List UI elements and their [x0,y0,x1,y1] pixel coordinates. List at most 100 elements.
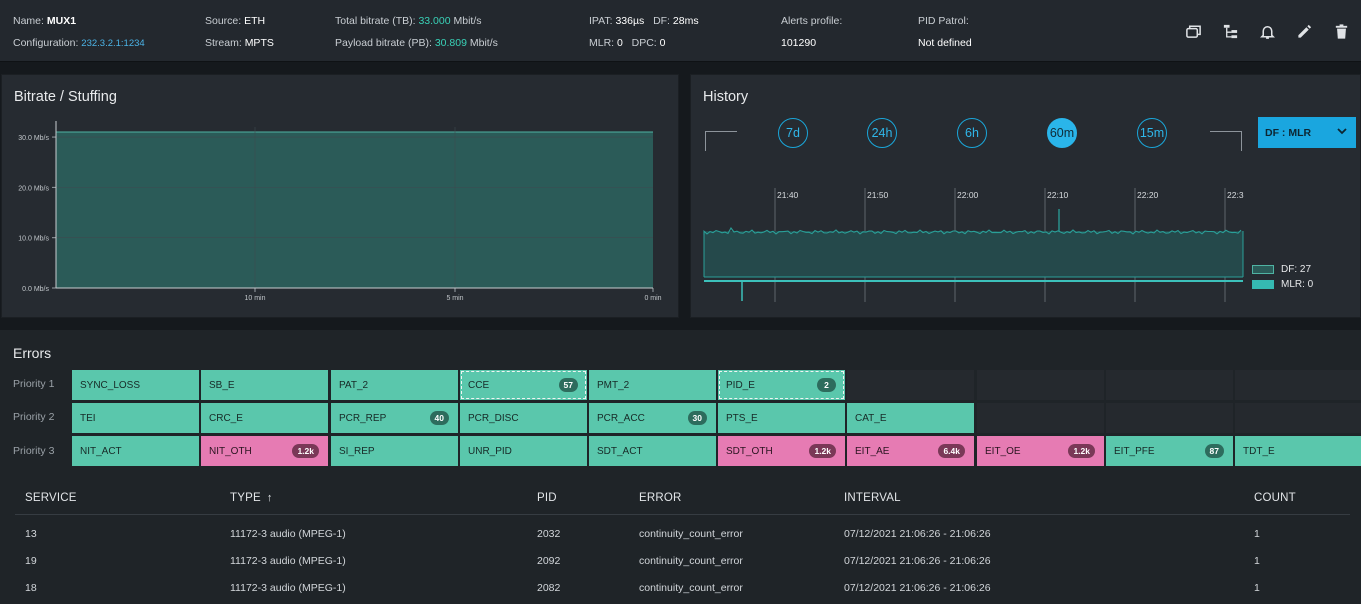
stream-label: Stream: [205,37,242,49]
error-tile-eit-oe[interactable]: EIT_OE 1.2k [977,436,1104,466]
error-tile-tei[interactable]: TEI [72,403,199,433]
error-tile-sdt-oth[interactable]: SDT_OTH 1.2k [718,436,845,466]
bitrate-area [56,132,653,288]
error-tile-nit-oth[interactable]: NIT_OTH 1.2k [201,436,328,466]
col-type[interactable]: TYPE ↑ [230,492,273,504]
col-count[interactable]: COUNT [1254,492,1296,504]
time-tick-label: 22:00 [957,190,979,200]
col-type-label: TYPE [230,492,261,504]
error-count-badge: 2 [817,378,836,392]
source-field: Source: ETH [205,15,265,27]
error-tile-label: PAT_2 [339,380,368,391]
cell-count: 1 [1254,528,1260,540]
error-tile-label: TDT_E [1243,446,1275,457]
error-tile-label: NIT_ACT [80,446,122,457]
col-interval[interactable]: INTERVAL [844,492,901,504]
error-tile-sdt-act[interactable]: SDT_ACT [589,436,716,466]
error-tile-cce[interactable]: CCE 57 [460,370,587,400]
error-count-badge: 1.2k [292,444,319,458]
error-tile-label: PCR_REP [339,413,386,424]
source-label: Source: [205,15,241,27]
col-error[interactable]: ERROR [639,492,682,504]
cell-service: 13 [25,528,37,540]
time-tick-label: 22:3 [1227,190,1244,200]
history-panel: History 7d 24h 6h 60m 15m DF : MLR 21:40 21:5… [690,74,1361,318]
time-tick-label: 22:10 [1047,190,1069,200]
stream-header: Name: MUX1 Configuration: 232.3.2.1:1234… [0,0,1361,62]
name-label: Name: [13,15,44,27]
error-tile-cat-e[interactable]: CAT_E [847,403,974,433]
cell-interval: 07/12/2021 21:06:26 - 21:06:26 [844,528,991,540]
bitrate-chart: 30.0 Mb/s20.0 Mb/s10.0 Mb/s0.0 Mb/s10 mi… [2,75,680,319]
error-count-badge: 1.2k [809,444,836,458]
y-tick-label: 0.0 Mb/s [22,286,49,293]
name-field: Name: MUX1 [13,15,76,27]
error-tile-label: PCR_DISC [468,413,519,424]
df-area [704,231,1243,277]
error-tile-pts-e[interactable]: PTS_E [718,403,845,433]
cell-interval: 07/12/2021 21:06:26 - 21:06:26 [844,555,991,567]
ipat-df-field: IPAT: 336µs DF: 28ms [589,15,699,27]
error-tile-sync-loss[interactable]: SYNC_LOSS [72,370,199,400]
mlr-value: 0 [617,37,623,49]
col-service[interactable]: SERVICE [25,492,77,504]
total-bitrate-label: Total bitrate (TB): [335,15,416,27]
error-tile-pat-2[interactable]: PAT_2 [331,370,458,400]
error-tile-nit-act[interactable]: NIT_ACT [72,436,199,466]
payload-bitrate-value: 30.809 [435,37,467,49]
configuration-link[interactable]: 232.3.2.1:1234 [81,38,144,49]
error-tile-crc-e[interactable]: CRC_E [201,403,328,433]
error-tile-empty [1235,403,1361,433]
bitrate-stuffing-panel: Bitrate / Stuffing 30.0 Mb/s 20.0 Mb/s 10.… [1,74,679,318]
total-bitrate-unit: Mbit/s [454,15,482,27]
error-tile-pcr-disc[interactable]: PCR_DISC [460,403,587,433]
error-tile-unr-pid[interactable]: UNR_PID [460,436,587,466]
ipat-value: 336µs [615,15,644,27]
copy-icon[interactable] [1184,22,1203,41]
error-tile-tdt-e[interactable]: TDT_E [1235,436,1361,466]
error-tile-empty [1106,403,1233,433]
legend-df: DF: 27 [1252,264,1311,275]
error-tile-pcr-rep[interactable]: PCR_REP 40 [331,403,458,433]
dpc-label: DPC: [632,37,657,49]
error-tile-pmt-2[interactable]: PMT_2 [589,370,716,400]
error-tile-label: CCE [468,380,489,391]
error-tile-label: SI_REP [339,446,375,457]
pencil-icon[interactable] [1295,22,1314,41]
errors-title: Errors [13,345,51,361]
error-tile-si-rep[interactable]: SI_REP [331,436,458,466]
error-tile-label: UNR_PID [468,446,512,457]
col-pid[interactable]: PID [537,492,557,504]
alerts-profile-value: 101290 [781,37,816,49]
error-tile-eit-ae[interactable]: EIT_AE 6.4k [847,436,974,466]
legend-df-swatch [1252,265,1274,274]
error-tile-empty [1106,370,1233,400]
error-tile-label: PCR_ACC [597,413,645,424]
trash-icon[interactable] [1332,22,1351,41]
legend-mlr: MLR: 0 [1252,279,1313,290]
time-tick-label: 21:50 [867,190,889,200]
cell-type: 11172-3 audio (MPEG-1) [230,528,346,540]
mlr-label: MLR: [589,37,614,49]
error-tile-label: PTS_E [726,413,758,424]
cell-interval: 07/12/2021 21:06:26 - 21:06:26 [844,582,991,594]
error-tile-sb-e[interactable]: SB_E [201,370,328,400]
pid-patrol-label: PID Patrol: [918,15,969,27]
ipat-label: IPAT: [589,15,613,27]
error-tile-pcr-acc[interactable]: PCR_ACC 30 [589,403,716,433]
hierarchy-icon[interactable] [1221,22,1240,41]
error-tile-pid-e[interactable]: PID_E 2 [718,370,845,400]
error-tile-label: SDT_ACT [597,446,643,457]
cell-type: 11172-3 audio (MPEG-1) [230,555,346,567]
cell-service: 18 [25,582,37,594]
table-header-divider [15,514,1350,515]
error-tile-empty [977,403,1104,433]
payload-bitrate-field: Payload bitrate (PB): 30.809 Mbit/s [335,37,498,49]
error-tile-eit-pfe[interactable]: EIT_PFE 87 [1106,436,1233,466]
header-actions [1184,22,1351,41]
errors-panel: Errors Priority 1 SYNC_LOSS SB_E PAT_2 CCE 57… [0,330,1361,604]
payload-bitrate-label: Payload bitrate (PB): [335,37,432,49]
bell-icon[interactable] [1258,22,1277,41]
error-tile-label: EIT_OE [985,446,1021,457]
cell-count: 1 [1254,582,1260,594]
